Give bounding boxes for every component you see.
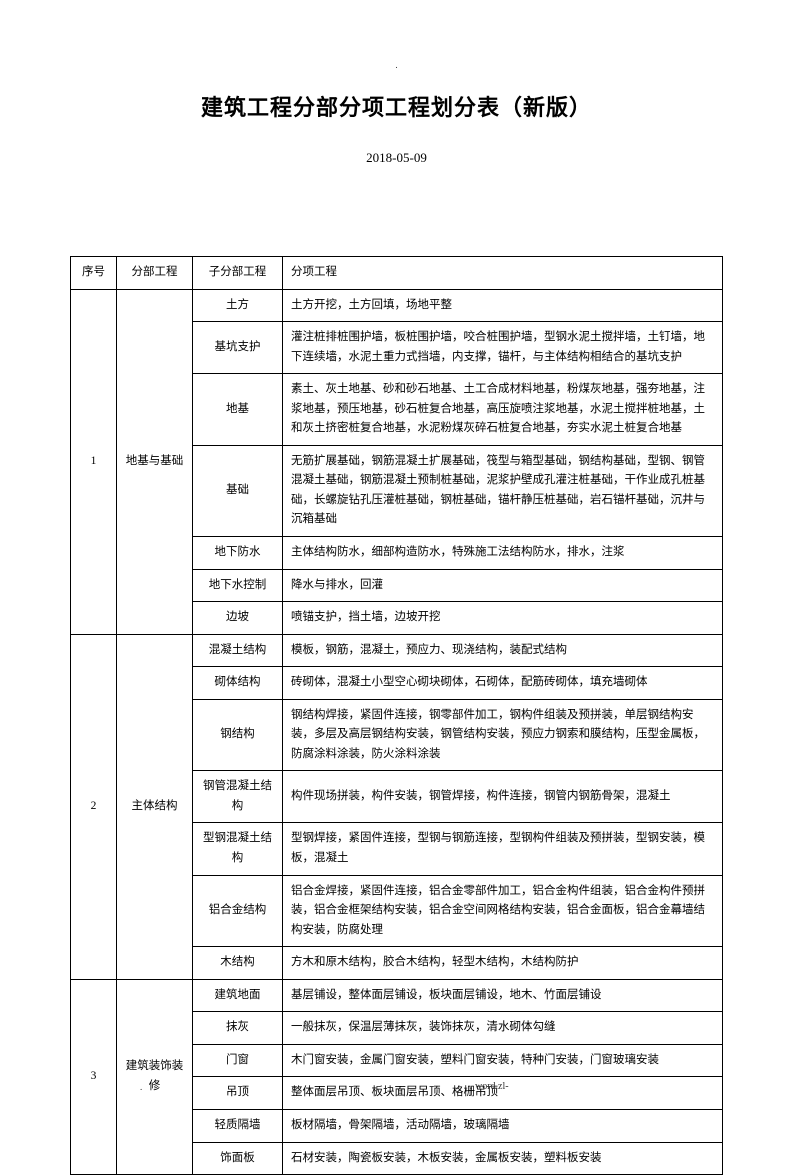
cell-item: 钢结构焊接，紧固件连接，钢零部件加工，钢构件组装及预拼装，单层钢结构安装，多层及… [283, 699, 723, 771]
page-title: 建筑工程分部分项工程划分表（新版） [70, 90, 723, 122]
table-row: 1地基与基础土方土方开挖，土方回填，场地平整 [71, 289, 723, 322]
footer-left: . [140, 1082, 142, 1092]
cell-item: 降水与排水，回灌 [283, 569, 723, 602]
cell-sub: 建筑地面 [193, 979, 283, 1012]
cell-div: 主体结构 [117, 634, 193, 979]
cell-sub: 地基 [193, 374, 283, 446]
cell-sub: 砌体结构 [193, 667, 283, 700]
cell-sub: 钢管混凝土结构 [193, 771, 283, 823]
cell-item: 灌注桩排桩围护墙，板桩围护墙，咬合桩围护墙，型钢水泥土搅拌墙，土钉墙，地下连续墙… [283, 322, 723, 374]
cell-sub: 基础 [193, 445, 283, 536]
table-row: 3建筑装饰装修建筑地面基层铺设，整体面层铺设，板块面层铺设，地木、竹面层铺设 [71, 979, 723, 1012]
cell-item: 板材隔墙，骨架隔墙，活动隔墙，玻璃隔墙 [283, 1109, 723, 1142]
cell-sub: 地下水控制 [193, 569, 283, 602]
cell-seq: 2 [71, 634, 117, 979]
division-table: 序号 分部工程 子分部工程 分项工程 1地基与基础土方土方开挖，土方回填，场地平… [70, 256, 723, 1175]
header-seq: 序号 [71, 257, 117, 290]
cell-item: 一般抹灰，保温层薄抹灰，装饰抹灰，清水砌体勾缝 [283, 1012, 723, 1045]
cell-item: 土方开挖，土方回填，场地平整 [283, 289, 723, 322]
header-div: 分部工程 [117, 257, 193, 290]
table-row: 2主体结构混凝土结构模板，钢筋，混凝土，预应力、现浇结构，装配式结构 [71, 634, 723, 667]
cell-item: 模板，钢筋，混凝土，预应力、现浇结构，装配式结构 [283, 634, 723, 667]
cell-sub: 门窗 [193, 1044, 283, 1077]
table-header-row: 序号 分部工程 子分部工程 分项工程 [71, 257, 723, 290]
cell-sub: 钢结构 [193, 699, 283, 771]
cell-sub: 木结构 [193, 947, 283, 980]
cell-sub: 混凝土结构 [193, 634, 283, 667]
cell-item: 方木和原木结构，胶合木结构，轻型木结构，木结构防护 [283, 947, 723, 980]
header-sub: 子分部工程 [193, 257, 283, 290]
cell-item: 主体结构防水，细部构造防水，特殊施工法结构防水，排水，注浆 [283, 537, 723, 570]
cell-item: 基层铺设，整体面层铺设，板块面层铺设，地木、竹面层铺设 [283, 979, 723, 1012]
cell-item: 无筋扩展基础，钢筋混凝土扩展基础，筏型与箱型基础，钢结构基础，型钢、钢管混凝土基… [283, 445, 723, 536]
cell-item: 构件现场拼装，构件安装，钢管焊接，构件连接，钢管内钢筋骨架，混凝土 [283, 771, 723, 823]
cell-item: 素土、灰土地基、砂和砂石地基、土工合成材料地基，粉煤灰地基，强夯地基，注浆地基，… [283, 374, 723, 446]
cell-div: 地基与基础 [117, 289, 193, 634]
cell-item: 石材安装，陶瓷板安装，木板安装，金属板安装，塑料板安装 [283, 1142, 723, 1175]
cell-item: 型钢焊接，紧固件连接，型钢与钢筋连接，型钢构件组装及预拼装，型钢安装，模板，混凝… [283, 823, 723, 875]
cell-item: 喷锚支护，挡土墙，边坡开挖 [283, 602, 723, 635]
cell-seq: 3 [71, 979, 117, 1174]
cell-sub: 轻质隔墙 [193, 1109, 283, 1142]
header-item: 分项工程 [283, 257, 723, 290]
cell-seq: 1 [71, 289, 117, 634]
footer-right: . word.zl- [470, 1081, 509, 1092]
cell-sub: 地下防水 [193, 537, 283, 570]
cell-div: 建筑装饰装修 [117, 979, 193, 1174]
cell-sub: 土方 [193, 289, 283, 322]
cell-sub: 型钢混凝土结构 [193, 823, 283, 875]
cell-sub: 抹灰 [193, 1012, 283, 1045]
cell-sub: 饰面板 [193, 1142, 283, 1175]
cell-sub: 基坑支护 [193, 322, 283, 374]
cell-item: 砖砌体，混凝土小型空心砌块砌体，石砌体，配筋砖砌体，填充墙砌体 [283, 667, 723, 700]
cell-sub: 边坡 [193, 602, 283, 635]
cell-item: 木门窗安装，金属门窗安装，塑料门窗安装，特种门安装，门窗玻璃安装 [283, 1044, 723, 1077]
cell-sub: 铝合金结构 [193, 875, 283, 947]
document-date: 2018-05-09 [70, 150, 723, 166]
cell-sub: 吊顶 [193, 1077, 283, 1110]
top-mark: . [70, 60, 723, 70]
cell-item: 铝合金焊接，紧固件连接，铝合金零部件加工，铝合金构件组装，铝合金构件预拼装，铝合… [283, 875, 723, 947]
